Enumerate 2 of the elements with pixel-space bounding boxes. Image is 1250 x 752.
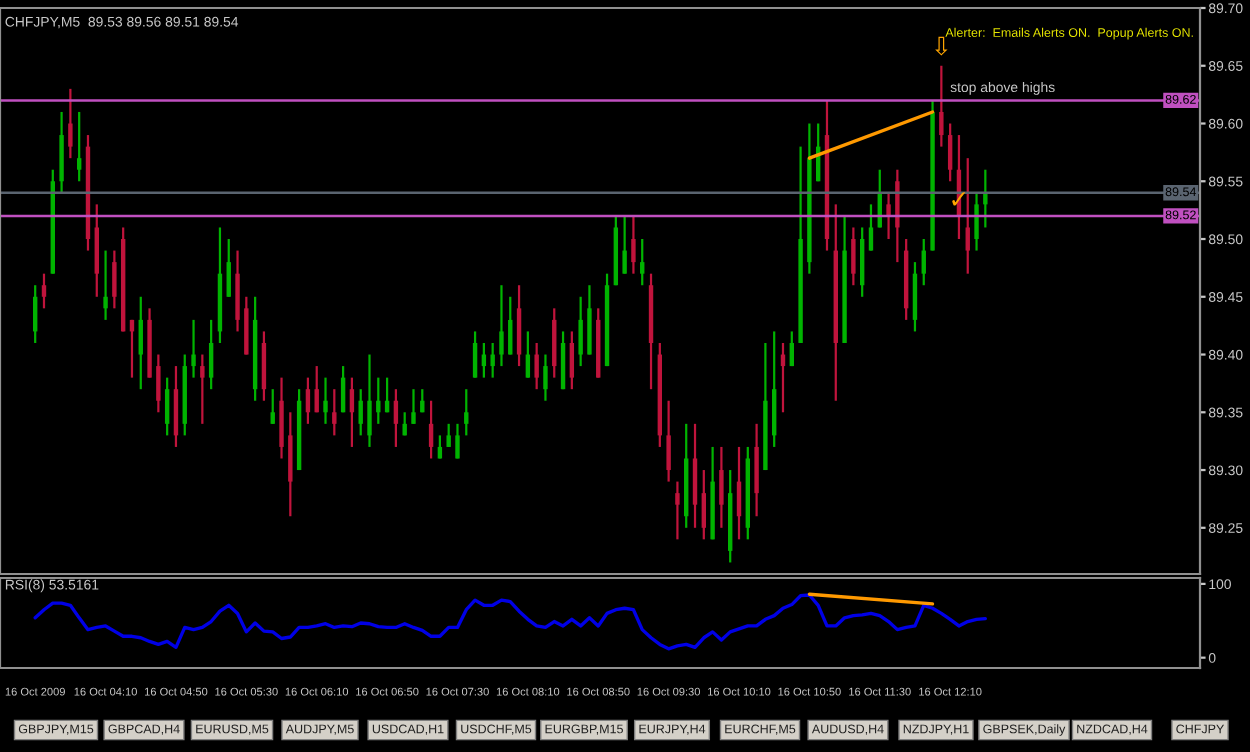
line-series xyxy=(33,593,988,651)
annotation: ⇩ xyxy=(935,36,948,56)
